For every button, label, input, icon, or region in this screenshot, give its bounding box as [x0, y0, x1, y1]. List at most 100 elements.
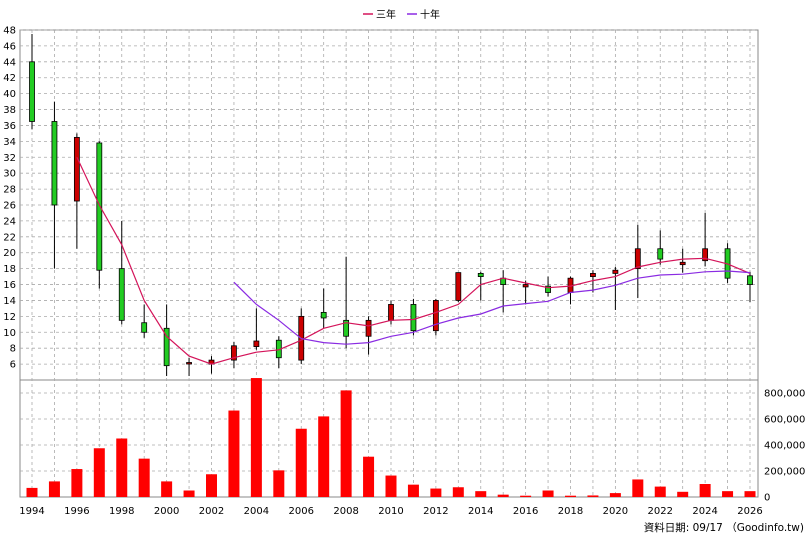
- volume-bar: [71, 469, 83, 497]
- footer-source: 資料日期: 09/17 （Goodinfo.tw): [644, 521, 804, 534]
- candle-body: [343, 319, 350, 337]
- x-tick-label: 2004: [244, 506, 269, 517]
- volume-bar: [273, 470, 285, 497]
- volume-bar: [722, 491, 734, 497]
- volume-bar: [385, 475, 397, 497]
- volume-tick-label: 600,000: [764, 415, 805, 426]
- x-tick-label: 2000: [154, 506, 179, 517]
- volume-bar: [699, 484, 711, 497]
- volume-bar: [206, 474, 217, 497]
- x-tick-label: 2014: [468, 506, 493, 517]
- price-tick-label: 38: [3, 105, 16, 116]
- volume-bar: [295, 428, 307, 497]
- price-tick-label: 12: [3, 312, 16, 323]
- price-tick-label: 16: [3, 280, 16, 291]
- x-tick-label: 2024: [692, 506, 717, 517]
- legend: 三年 十年: [363, 8, 440, 21]
- price-tick-label: 32: [3, 153, 16, 164]
- series-line: [76, 157, 751, 365]
- volume-bar: [497, 494, 509, 497]
- x-tick-label: 2010: [378, 506, 403, 517]
- candle-body: [432, 300, 439, 332]
- price-tick-label: 18: [3, 264, 16, 275]
- candle-body: [186, 362, 192, 365]
- plot-frame: [19, 29, 759, 498]
- volume-bar: [587, 495, 599, 497]
- candle-body: [320, 311, 327, 319]
- candle-body: [410, 304, 417, 332]
- x-tick-label: 2018: [558, 506, 583, 517]
- volume-bar: [632, 479, 644, 497]
- price-tick-label: 6: [10, 360, 16, 371]
- series-line: [233, 270, 751, 345]
- volume-bar: [542, 490, 554, 497]
- volume-bar: [452, 487, 464, 497]
- volume-bar: [26, 487, 38, 497]
- candle-body: [455, 272, 462, 301]
- volume-tick-label: 0: [764, 493, 770, 504]
- price-tick-label: 24: [3, 216, 16, 227]
- volume-bar: [138, 458, 150, 497]
- x-tick-label: 2020: [603, 506, 628, 517]
- price-tick-label: 42: [3, 73, 16, 84]
- price-tick-label: 10: [3, 328, 16, 339]
- volume-bar: [407, 484, 419, 497]
- price-tick-label: 48: [3, 26, 16, 37]
- price-tick-label: 20: [3, 248, 16, 259]
- candle-body: [612, 269, 619, 274]
- candle-body: [702, 248, 709, 262]
- volume-bar: [430, 488, 442, 497]
- legend-label-3yr: 三年: [376, 8, 396, 21]
- price-tick-label: 28: [3, 185, 16, 196]
- volume-bar: [318, 416, 330, 497]
- candle-body: [365, 319, 372, 337]
- candle-body: [118, 268, 125, 321]
- candle-body: [163, 327, 170, 367]
- volume-bar: [520, 495, 532, 497]
- volume-layer: [26, 378, 756, 497]
- volume-tick-label: 400,000: [764, 441, 805, 452]
- price-tick-label: 44: [3, 57, 16, 68]
- volume-bar: [161, 481, 173, 497]
- candle-body: [634, 248, 641, 270]
- x-tick-label: 2006: [289, 506, 314, 517]
- line-layer: [76, 157, 751, 365]
- volume-bar: [363, 456, 375, 497]
- volume-bar: [654, 486, 666, 497]
- candle-body: [747, 275, 753, 285]
- volume-bar: [116, 438, 128, 497]
- grid-layer: [19, 29, 759, 498]
- x-tick-label: 2022: [648, 506, 673, 517]
- price-tick-label: 22: [3, 232, 16, 243]
- candle-body: [679, 261, 686, 266]
- volume-bar: [475, 491, 487, 497]
- price-tick-label: 30: [3, 169, 16, 180]
- volume-bar: [183, 490, 195, 497]
- volume-bar: [677, 491, 689, 497]
- price-tick-label: 40: [3, 89, 16, 100]
- volume-bar: [228, 410, 240, 497]
- candle-body: [29, 61, 35, 122]
- price-tick-label: 8: [10, 344, 16, 355]
- axis-layer: 6810121416182022242628303234363840424446…: [3, 26, 805, 518]
- candle-body: [545, 285, 551, 293]
- x-tick-label: 1994: [19, 506, 44, 517]
- price-tick-label: 14: [3, 296, 16, 307]
- candle-body: [231, 345, 237, 361]
- x-tick-label: 1996: [64, 506, 89, 517]
- price-tick-label: 36: [3, 121, 16, 132]
- candle-body: [96, 142, 103, 271]
- candle-body: [477, 273, 484, 277]
- volume-tick-label: 800,000: [764, 389, 805, 400]
- volume-bar: [93, 448, 105, 497]
- volume-bar: [250, 378, 262, 497]
- candle-body: [253, 340, 260, 347]
- volume-bar: [48, 481, 60, 497]
- volume-bar: [744, 491, 756, 497]
- legend-label-10yr: 十年: [420, 8, 440, 21]
- candle-body: [657, 248, 664, 260]
- candle-body: [141, 322, 148, 333]
- x-tick-label: 2002: [199, 506, 224, 517]
